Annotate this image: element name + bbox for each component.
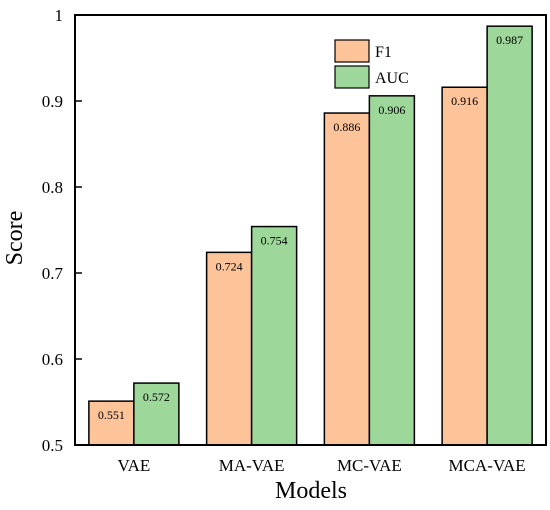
data-label-auc-vae: 0.572 bbox=[143, 390, 170, 404]
data-label-f1-ma-vae: 0.724 bbox=[216, 259, 243, 273]
bar-f1-mc-vae bbox=[323, 112, 371, 446]
bar-auc-mc-vae bbox=[368, 95, 416, 446]
bar-f1-mca-vae bbox=[441, 86, 488, 446]
data-label-auc-mc-vae: 0.906 bbox=[378, 103, 405, 117]
y-axis-title: Score bbox=[2, 211, 28, 266]
y-tick-label-4: 0.9 bbox=[42, 92, 63, 111]
data-label-auc-mca-vae: 0.987 bbox=[496, 33, 523, 47]
data-label-f1-vae: 0.551 bbox=[98, 408, 125, 422]
plot-frame bbox=[74, 14, 547, 446]
y-tick-label-3: 0.8 bbox=[42, 178, 63, 197]
bar-auc-mca-vae bbox=[486, 25, 533, 446]
y-tick-label-2: 0.7 bbox=[42, 264, 64, 283]
data-label-f1-mc-vae: 0.886 bbox=[333, 120, 360, 134]
bar-auc-ma-vae bbox=[250, 225, 298, 446]
data-label-auc-ma-vae: 0.754 bbox=[261, 234, 288, 248]
bar-f1-vae bbox=[88, 400, 135, 446]
legend-label-f1: F1 bbox=[375, 44, 392, 61]
legend-swatch-auc bbox=[334, 65, 370, 89]
x-tick-label-vae: VAE bbox=[118, 456, 151, 475]
y-tick-label-5: 1 bbox=[55, 6, 64, 25]
y-tick-label-0: 0.5 bbox=[42, 436, 63, 455]
plot-area: 0.551 0.572 VAE 0.724 0.754 MA-VAE 0.886 0.906 M… bbox=[42, 6, 547, 475]
x-tick-label-mca-vae: MCA-VAE bbox=[449, 456, 526, 475]
bar-auc-vae bbox=[133, 382, 180, 446]
bar-f1-ma-vae bbox=[205, 251, 253, 446]
x-tick-label-ma-vae: MA-VAE bbox=[219, 456, 285, 475]
legend-swatch-f1 bbox=[334, 39, 370, 63]
y-tick-label-1: 0.6 bbox=[42, 350, 63, 369]
legend-label-auc: AUC bbox=[375, 70, 409, 87]
x-axis-title: Models bbox=[275, 478, 347, 504]
x-tick-label-mc-vae: MC-VAE bbox=[337, 456, 402, 475]
data-label-f1-mca-vae: 0.916 bbox=[451, 94, 478, 108]
